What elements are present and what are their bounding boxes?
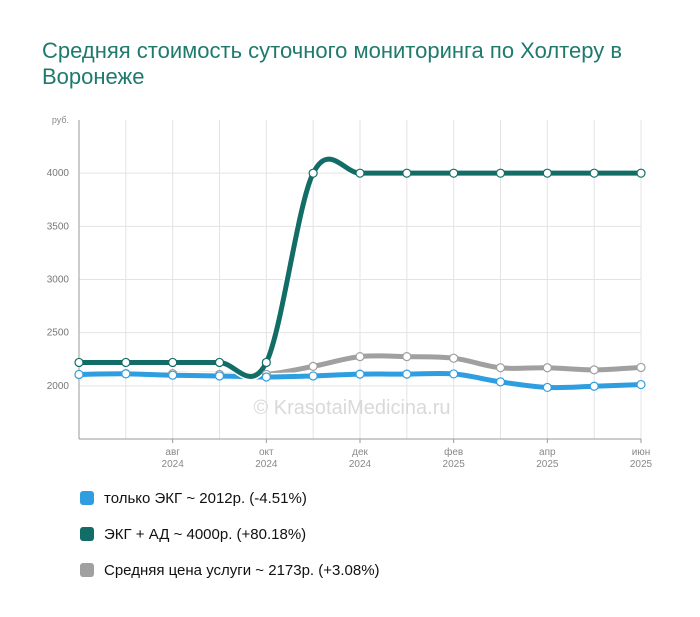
legend-swatch <box>80 491 94 505</box>
data-point <box>589 381 599 391</box>
series-points <box>74 168 646 393</box>
data-point <box>308 168 318 178</box>
data-point <box>542 382 552 393</box>
data-point <box>355 351 365 362</box>
data-point <box>589 365 599 375</box>
y-tick-label: 2500 <box>47 328 70 339</box>
data-point <box>636 168 646 178</box>
x-tick-label: апр <box>539 447 556 458</box>
data-point <box>495 377 506 387</box>
x-tick-year-label: 2024 <box>255 459 278 470</box>
legend-label: Средняя цена услуги ~ 2173р. (+3.08%) <box>104 561 380 579</box>
legend-item-average[interactable]: Средняя цена услуги ~ 2173р. (+3.08%) <box>80 560 380 580</box>
data-point <box>121 357 131 368</box>
x-tick-year-label: 2024 <box>162 459 185 470</box>
x-tick-label: июн <box>632 447 651 458</box>
data-point <box>355 369 365 379</box>
data-point <box>495 363 506 373</box>
data-point <box>449 353 459 363</box>
data-point <box>636 379 646 390</box>
x-tick-label: авг <box>165 447 180 458</box>
data-point <box>261 372 271 382</box>
data-point <box>355 168 365 178</box>
x-tick-label: дек <box>352 447 368 458</box>
legend: только ЭКГ ~ 2012р. (-4.51%) ЭКГ + АД ~ … <box>80 488 380 596</box>
data-point <box>402 369 412 379</box>
data-point <box>168 370 178 380</box>
y-tick-label: 4000 <box>47 168 70 179</box>
y-tick-label: 3500 <box>47 221 70 232</box>
y-unit-label: руб. <box>52 115 69 125</box>
legend-swatch <box>80 563 94 577</box>
x-tick-year-label: 2024 <box>349 459 372 470</box>
data-point <box>402 351 412 362</box>
data-point <box>636 362 646 373</box>
data-point <box>74 357 84 368</box>
data-point <box>449 369 459 379</box>
chart-title: Средняя стоимость суточного мониторинга … <box>42 38 623 89</box>
data-point <box>542 168 552 178</box>
legend-label: только ЭКГ ~ 2012р. (-4.51%) <box>104 489 307 507</box>
watermark: © KrasotaiMedicina.ru <box>253 397 450 419</box>
y-tick-label: 2000 <box>47 381 70 392</box>
legend-label: ЭКГ + АД ~ 4000р. (+80.18%) <box>104 525 307 543</box>
x-tick-label: окт <box>259 447 274 458</box>
axes: 20002500300035004000руб.авг2024окт2024де… <box>47 115 653 470</box>
data-point <box>214 371 225 381</box>
x-tick-year-label: 2025 <box>630 459 653 470</box>
series-line <box>76 156 644 379</box>
data-point <box>589 168 599 178</box>
x-tick-year-label: 2025 <box>536 459 559 470</box>
y-tick-label: 3000 <box>47 275 70 286</box>
data-point <box>308 371 318 381</box>
data-point <box>308 361 318 371</box>
data-point <box>402 168 412 178</box>
line-chart: 20002500300035004000руб.авг2024окт2024де… <box>47 115 653 470</box>
data-point <box>214 357 225 368</box>
legend-item-ekg-ad[interactable]: ЭКГ + АД ~ 4000р. (+80.18%) <box>80 524 380 544</box>
data-point <box>542 363 552 373</box>
data-point <box>74 369 84 380</box>
data-point <box>449 168 459 178</box>
x-tick-label: фев <box>444 446 463 458</box>
data-point <box>121 369 131 379</box>
legend-swatch <box>80 527 94 541</box>
x-tick-year-label: 2025 <box>443 459 466 470</box>
data-point <box>168 357 178 368</box>
legend-item-ekg[interactable]: только ЭКГ ~ 2012р. (-4.51%) <box>80 488 380 508</box>
data-point <box>495 168 506 178</box>
data-point <box>261 357 271 368</box>
